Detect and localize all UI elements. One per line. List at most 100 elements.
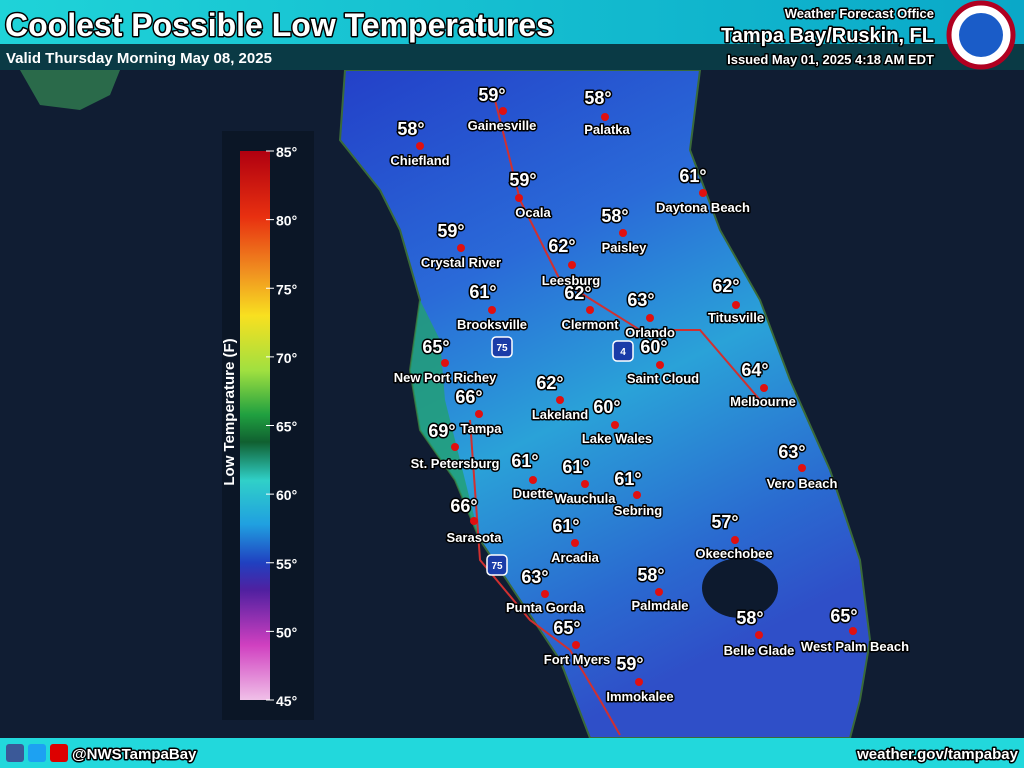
title: Coolest Possible Low Temperatures <box>5 7 554 43</box>
city-temperature: 61° <box>552 516 579 536</box>
city-name: Sarasota <box>447 530 503 545</box>
city-temperature: 64° <box>741 360 768 380</box>
city-marker <box>699 189 707 197</box>
shield-label: 4 <box>620 347 626 358</box>
subheader-bar <box>0 44 1024 70</box>
city-name: Gainesville <box>468 118 537 133</box>
legend-tick-label: 60° <box>276 487 297 503</box>
city-temperature: 61° <box>679 166 706 186</box>
city-temperature: 65° <box>553 618 580 638</box>
highways <box>494 99 761 401</box>
city-temperature: 66° <box>450 496 477 516</box>
city-name: Melbourne <box>730 394 796 409</box>
city-temperature: 62° <box>712 276 739 296</box>
city-name: Daytona Beach <box>656 200 750 215</box>
legend-title: Low Temperature (F) <box>221 338 238 485</box>
city-name: Vero Beach <box>767 476 838 491</box>
city-name: Lakeland <box>532 407 588 422</box>
legend-tick-label: 70° <box>276 350 297 366</box>
city-name: Clermont <box>561 317 619 332</box>
city-marker <box>760 384 768 392</box>
city-marker <box>619 229 627 237</box>
nws-logo-inner <box>959 13 1003 57</box>
city-marker <box>451 443 459 451</box>
city-name: Titusville <box>708 310 764 325</box>
city-temperature: 57° <box>711 512 738 532</box>
panhandle <box>20 70 120 110</box>
city-temperature: 62° <box>564 283 591 303</box>
city-marker <box>755 631 763 639</box>
city-temperature: 58° <box>637 565 664 585</box>
city-marker <box>731 536 739 544</box>
city-marker <box>656 361 664 369</box>
city-temperature: 69° <box>428 421 455 441</box>
city-marker <box>646 314 654 322</box>
city-marker <box>572 641 580 649</box>
city-marker <box>586 306 594 314</box>
website[interactable]: weather.gov/tampabay <box>855 745 1021 765</box>
city-name: Fort Myers <box>544 652 610 667</box>
city-marker <box>416 142 424 150</box>
city-temperature: 65° <box>830 606 857 626</box>
city-name: Palmdale <box>631 598 688 613</box>
city-name: Orlando <box>625 325 675 340</box>
shield-label: 75 <box>491 561 503 572</box>
city-marker <box>611 421 619 429</box>
city-name: Arcadia <box>551 550 599 565</box>
city-temperature: 63° <box>521 567 548 587</box>
city-name: Leesburg <box>542 273 601 288</box>
city-temperature: 62° <box>536 373 563 393</box>
youtube-icon[interactable] <box>50 744 68 762</box>
city-name: Sebring <box>614 503 662 518</box>
city-temperature: 59° <box>437 221 464 241</box>
city-temperature: 62° <box>548 236 575 256</box>
legend-tick-label: 80° <box>276 213 297 229</box>
social-handle[interactable]: @NWSTampaBay <box>71 745 199 765</box>
city-marker <box>515 194 523 202</box>
city-temperature: 60° <box>593 397 620 417</box>
city-name: Okeechobee <box>695 546 772 561</box>
city-marker <box>568 261 576 269</box>
city-temperature: 61° <box>614 469 641 489</box>
facebook-icon[interactable] <box>6 744 24 762</box>
city-temperature: 61° <box>511 451 538 471</box>
valid-time: Valid Thursday Morning May 08, 2025 <box>6 50 272 67</box>
city-name: Duette <box>513 486 553 501</box>
color-bar <box>240 151 270 700</box>
city-marker <box>849 627 857 635</box>
city-name: Wauchula <box>555 491 617 506</box>
legend-tick-label: 50° <box>276 624 297 640</box>
legend-tick-label: 45° <box>276 693 297 709</box>
legend-tick-label: 65° <box>276 419 297 435</box>
twitter-icon[interactable] <box>28 744 46 762</box>
city-name: Crystal River <box>421 255 501 270</box>
city-temperature: 59° <box>478 85 505 105</box>
lake-okeechobee <box>702 558 778 618</box>
city-marker <box>499 107 507 115</box>
city-marker <box>541 590 549 598</box>
city-temperature: 63° <box>627 290 654 310</box>
legend-tick-label: 55° <box>276 556 297 572</box>
city-marker <box>556 396 564 404</box>
interstate-shield <box>491 336 513 358</box>
city-temperature: 58° <box>736 608 763 628</box>
shield-label: 75 <box>496 343 508 354</box>
city-marker <box>457 244 465 252</box>
city-temperature: 60° <box>640 337 667 357</box>
city-marker <box>601 113 609 121</box>
city-marker <box>571 539 579 547</box>
header-bar <box>0 0 1024 44</box>
city-marker <box>475 410 483 418</box>
city-marker <box>470 517 478 525</box>
city-marker <box>581 480 589 488</box>
city-name: West Palm Beach <box>801 639 909 654</box>
city-name: New Port Richey <box>394 370 497 385</box>
city-name: Punta Gorda <box>506 600 585 615</box>
city-name: Palatka <box>584 122 630 137</box>
city-name: Belle Glade <box>724 643 795 658</box>
city-temperature: 59° <box>509 170 536 190</box>
legend-tick-label: 75° <box>276 281 297 297</box>
coastal-zone <box>410 300 480 540</box>
footer-bar <box>0 738 1024 768</box>
